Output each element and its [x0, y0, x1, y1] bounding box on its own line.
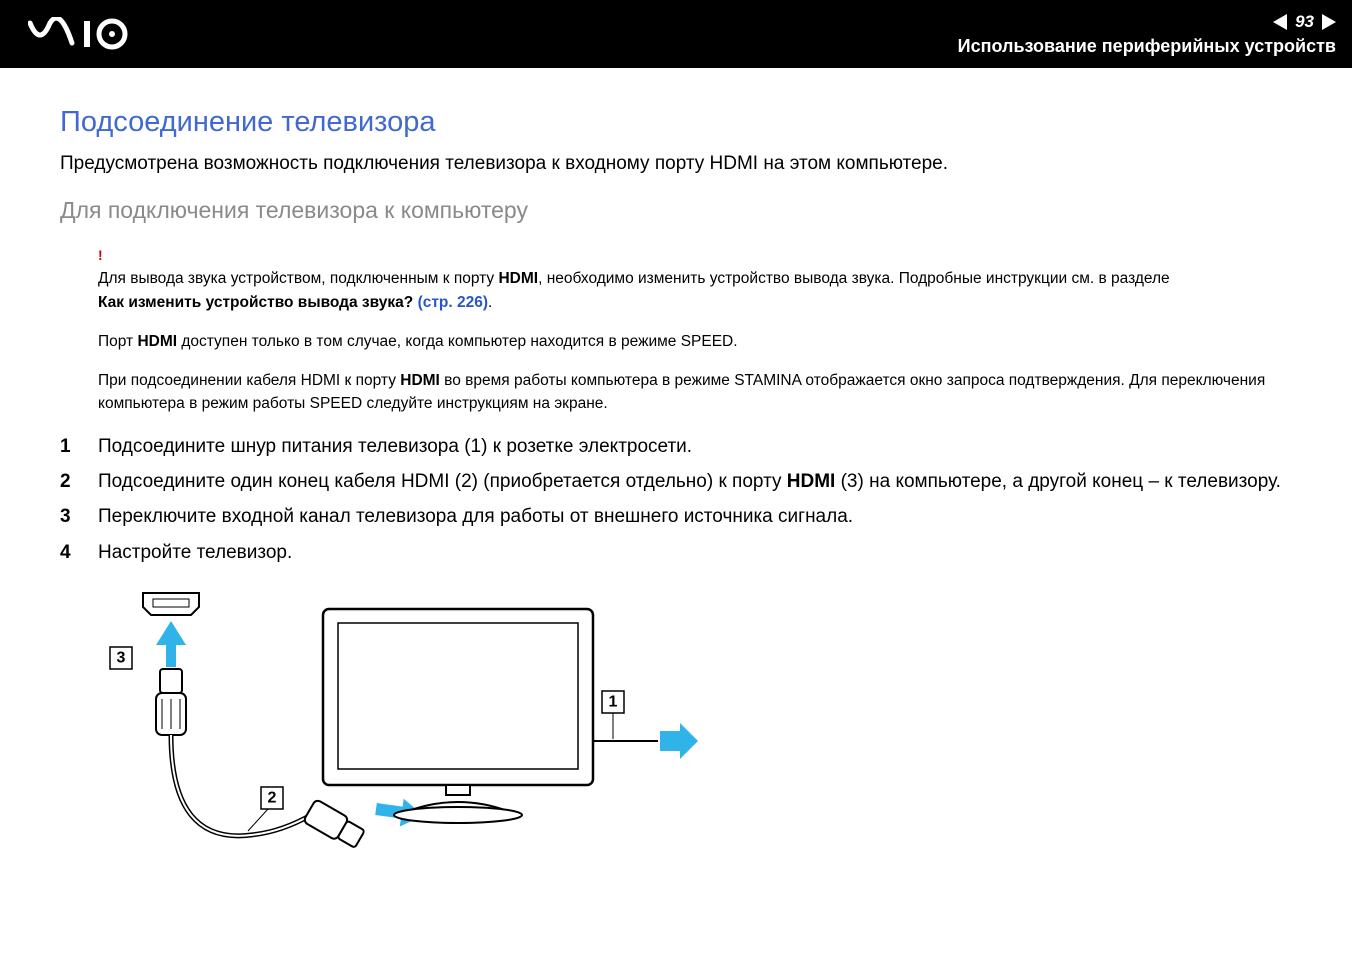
callout-label: 3 — [117, 650, 126, 667]
page-title: Подсоединение телевизора — [60, 106, 1292, 139]
step-text: Настройте телевизор. — [98, 538, 1292, 567]
vaio-logo — [28, 17, 168, 51]
intro-text: Предусмотрена возможность подключения те… — [60, 153, 1292, 175]
bold-hdmi: HDMI — [498, 270, 538, 287]
note-text: Для вывода звука устройством, подключенн… — [98, 270, 498, 287]
warning-icon: ! — [98, 247, 103, 263]
page-content: Подсоединение телевизора Предусмотрена в… — [0, 68, 1352, 876]
step-item: Подсоедините шнур питания телевизора (1)… — [60, 432, 1292, 461]
connection-diagram: 3 2 — [98, 581, 1292, 876]
nav-next-icon[interactable] — [1322, 14, 1336, 30]
bold-hdmi: HDMI — [137, 333, 177, 350]
note-speed: Порт HDMI доступен только в том случае, … — [98, 330, 1292, 353]
callout-label: 1 — [609, 694, 618, 711]
bold-hdmi: HDMI — [400, 372, 440, 389]
callout-leader — [248, 809, 268, 831]
note-text: доступен только в том случае, когда комп… — [177, 333, 738, 350]
hdmi-connector-icon — [303, 799, 366, 851]
arrow-right-icon — [660, 723, 698, 759]
page-header: 93 Использование периферийных устройств — [0, 0, 1352, 68]
hdmi-port-icon — [143, 593, 199, 615]
note-text: , необходимо изменить устройство вывода … — [538, 270, 1170, 287]
nav-prev-icon[interactable] — [1273, 14, 1287, 30]
page-reference-link[interactable]: (стр. 226) — [418, 294, 488, 311]
note-text: При подсоединении кабеля HDMI к порту — [98, 372, 400, 389]
warning-note: ! Для вывода звука устройством, подключе… — [98, 244, 1292, 314]
tv-icon — [323, 609, 593, 823]
step-item: Переключите входной канал телевизора для… — [60, 502, 1292, 531]
breadcrumb: Использование периферийных устройств — [958, 36, 1336, 57]
arrow-up-icon — [156, 621, 186, 667]
page-number: 93 — [1295, 12, 1314, 32]
page-nav: 93 — [958, 12, 1336, 32]
hdmi-connector-icon — [156, 669, 186, 735]
bold-hdmi: HDMI — [787, 471, 836, 492]
period: . — [488, 294, 492, 311]
steps-list: Подсоедините шнур питания телевизора (1)… — [60, 432, 1292, 568]
step-text: Переключите входной канал телевизора для… — [98, 502, 1292, 531]
step-text-part: (3) на компьютере, а другой конец – к те… — [835, 471, 1281, 492]
cable-icon — [171, 735, 311, 836]
note-stamina: При подсоединении кабеля HDMI к порту HD… — [98, 369, 1292, 416]
step-text: Подсоедините один конец кабеля HDMI (2) … — [98, 467, 1292, 496]
step-item: Настройте телевизор. — [60, 538, 1292, 567]
cable-highlight — [171, 735, 311, 836]
callout-label: 2 — [268, 790, 277, 807]
step-item: Подсоедините один конец кабеля HDMI (2) … — [60, 467, 1292, 496]
note-link-label: Как изменить устройство вывода звука? — [98, 294, 413, 311]
header-right: 93 Использование периферийных устройств — [958, 12, 1336, 57]
step-text: Подсоедините шнур питания телевизора (1)… — [98, 432, 1292, 461]
section-subtitle: Для подключения телевизора к компьютеру — [60, 197, 1292, 224]
step-text-part: Подсоедините один конец кабеля HDMI (2) … — [98, 471, 787, 492]
note-text: Порт — [98, 333, 137, 350]
